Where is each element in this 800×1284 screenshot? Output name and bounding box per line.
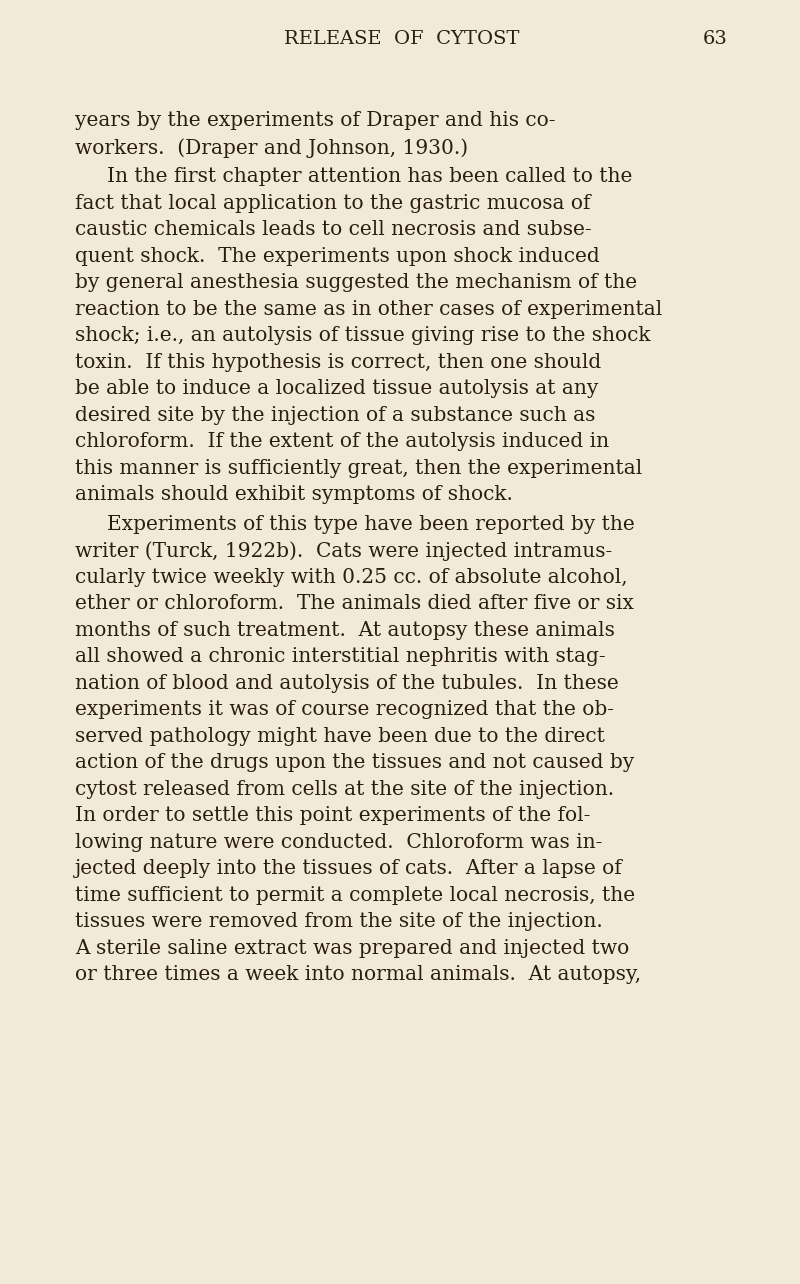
Text: nation of blood and autolysis of the tubules.  In these: nation of blood and autolysis of the tub… xyxy=(75,674,618,693)
Text: animals should exhibit symptoms of shock.: animals should exhibit symptoms of shock… xyxy=(75,485,513,505)
Text: years by the experiments of Draper and his co-: years by the experiments of Draper and h… xyxy=(75,112,555,131)
Text: by general anesthesia suggested the mechanism of the: by general anesthesia suggested the mech… xyxy=(75,273,637,293)
Text: all showed a chronic interstitial nephritis with stag-: all showed a chronic interstitial nephri… xyxy=(75,647,606,666)
Text: quent shock.  The experiments upon shock induced: quent shock. The experiments upon shock … xyxy=(75,247,600,266)
Text: In the first chapter attention has been called to the: In the first chapter attention has been … xyxy=(107,167,632,186)
Text: workers.  (Draper and Johnson, 1930.): workers. (Draper and Johnson, 1930.) xyxy=(75,137,468,158)
Text: time sufficient to permit a complete local necrosis, the: time sufficient to permit a complete loc… xyxy=(75,886,635,905)
Text: served pathology might have been due to the direct: served pathology might have been due to … xyxy=(75,727,605,746)
Text: RELEASE  OF  CYTOST: RELEASE OF CYTOST xyxy=(284,30,519,48)
Text: this manner is sufficiently great, then the experimental: this manner is sufficiently great, then … xyxy=(75,458,642,478)
Text: 63: 63 xyxy=(703,30,728,48)
Text: be able to induce a localized tissue autolysis at any: be able to induce a localized tissue aut… xyxy=(75,380,598,398)
Text: shock; i.e., an autolysis of tissue giving rise to the shock: shock; i.e., an autolysis of tissue givi… xyxy=(75,326,650,345)
Text: caustic chemicals leads to cell necrosis and subse-: caustic chemicals leads to cell necrosis… xyxy=(75,221,592,239)
Text: months of such treatment.  At autopsy these animals: months of such treatment. At autopsy the… xyxy=(75,621,615,639)
Text: lowing nature were conducted.  Chloroform was in-: lowing nature were conducted. Chloroform… xyxy=(75,833,602,853)
Text: toxin.  If this hypothesis is correct, then one should: toxin. If this hypothesis is correct, th… xyxy=(75,353,602,372)
Text: reaction to be the same as in other cases of experimental: reaction to be the same as in other case… xyxy=(75,300,662,318)
Text: fact that local application to the gastric mucosa of: fact that local application to the gastr… xyxy=(75,194,590,213)
Text: A sterile saline extract was prepared and injected two: A sterile saline extract was prepared an… xyxy=(75,939,630,958)
Text: or three times a week into normal animals.  At autopsy,: or three times a week into normal animal… xyxy=(75,966,641,985)
Text: ether or chloroform.  The animals died after five or six: ether or chloroform. The animals died af… xyxy=(75,594,634,614)
Text: tissues were removed from the site of the injection.: tissues were removed from the site of th… xyxy=(75,913,602,931)
Text: jected deeply into the tissues of cats.  After a lapse of: jected deeply into the tissues of cats. … xyxy=(75,859,622,878)
Text: experiments it was of course recognized that the ob-: experiments it was of course recognized … xyxy=(75,701,614,719)
Text: cularly twice weekly with 0.25 cc. of absolute alcohol,: cularly twice weekly with 0.25 cc. of ab… xyxy=(75,568,628,587)
Text: Experiments of this type have been reported by the: Experiments of this type have been repor… xyxy=(107,515,634,534)
Text: In order to settle this point experiments of the fol-: In order to settle this point experiment… xyxy=(75,806,590,826)
Text: action of the drugs upon the tissues and not caused by: action of the drugs upon the tissues and… xyxy=(75,754,634,773)
Text: desired site by the injection of a substance such as: desired site by the injection of a subst… xyxy=(75,406,595,425)
Text: chloroform.  If the extent of the autolysis induced in: chloroform. If the extent of the autolys… xyxy=(75,433,609,452)
Text: cytost released from cells at the site of the injection.: cytost released from cells at the site o… xyxy=(75,779,614,799)
Text: writer (Turck, 1922b).  Cats were injected intramus-: writer (Turck, 1922b). Cats were injecte… xyxy=(75,542,612,561)
